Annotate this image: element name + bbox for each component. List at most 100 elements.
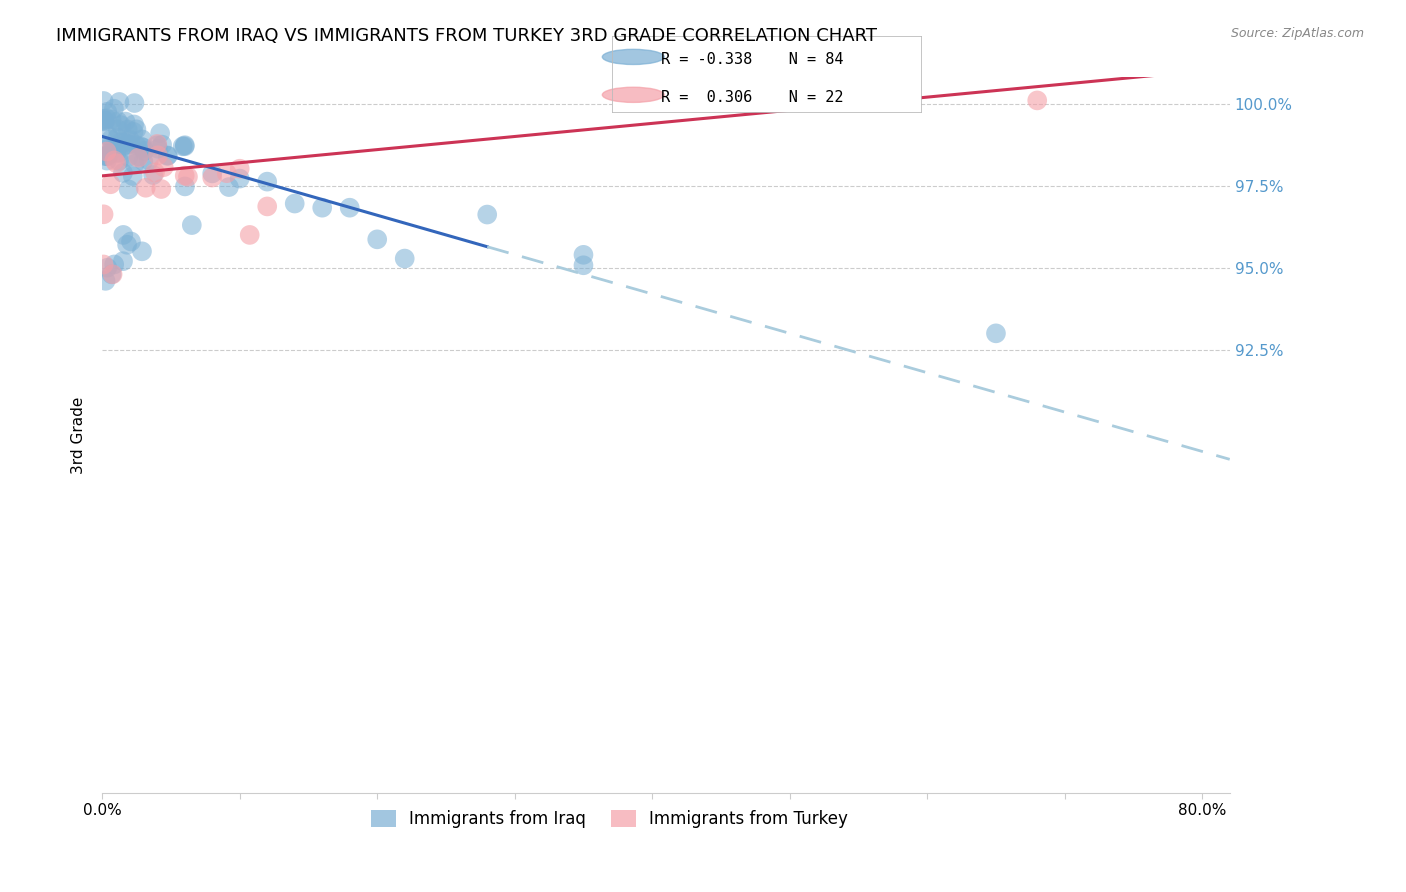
- Point: [132, 154, 155, 169]
- Circle shape: [602, 87, 664, 103]
- Point: [125, 122, 148, 136]
- Point: [96, 142, 118, 156]
- Circle shape: [602, 49, 664, 64]
- Point: [121, 169, 143, 183]
- Point: [228, 171, 250, 186]
- Point: [218, 180, 240, 194]
- Point: [1026, 94, 1049, 108]
- Point: [117, 122, 139, 136]
- Point: [96, 149, 118, 163]
- Point: [146, 136, 169, 151]
- Point: [93, 112, 115, 126]
- Point: [138, 153, 160, 168]
- Point: [156, 149, 179, 163]
- Point: [394, 252, 416, 266]
- Point: [984, 326, 1007, 341]
- Point: [127, 149, 149, 163]
- Point: [129, 139, 152, 153]
- Point: [228, 161, 250, 176]
- Point: [93, 257, 115, 271]
- Text: R =  0.306    N = 22: R = 0.306 N = 22: [661, 90, 844, 105]
- Point: [122, 125, 145, 139]
- Point: [100, 267, 122, 281]
- Point: [124, 157, 146, 171]
- Point: [97, 149, 120, 163]
- Point: [103, 257, 125, 271]
- Point: [108, 145, 131, 160]
- Point: [572, 248, 595, 262]
- Point: [105, 145, 128, 160]
- Point: [115, 237, 138, 252]
- Point: [239, 227, 262, 242]
- Point: [101, 142, 124, 156]
- Point: [111, 166, 134, 180]
- Point: [97, 128, 120, 143]
- Point: [124, 95, 146, 110]
- Point: [110, 136, 132, 150]
- Text: IMMIGRANTS FROM IRAQ VS IMMIGRANTS FROM TURKEY 3RD GRADE CORRELATION CHART: IMMIGRANTS FROM IRAQ VS IMMIGRANTS FROM …: [56, 27, 877, 45]
- Point: [100, 178, 122, 192]
- Point: [105, 156, 128, 170]
- Point: [173, 138, 195, 153]
- Point: [96, 104, 118, 119]
- Point: [117, 150, 139, 164]
- Point: [152, 160, 174, 174]
- Point: [132, 141, 155, 155]
- Point: [146, 142, 169, 156]
- Point: [114, 114, 136, 128]
- Point: [201, 170, 224, 185]
- Point: [172, 139, 194, 153]
- Point: [120, 235, 142, 249]
- Point: [146, 138, 169, 153]
- Point: [93, 113, 115, 128]
- Point: [107, 131, 129, 145]
- Text: R = -0.338    N = 84: R = -0.338 N = 84: [661, 53, 844, 68]
- Point: [103, 102, 125, 116]
- Point: [96, 112, 118, 126]
- Point: [146, 148, 169, 162]
- Point: [156, 148, 179, 162]
- Point: [94, 149, 117, 163]
- Point: [94, 274, 117, 288]
- Point: [96, 153, 118, 168]
- Point: [114, 138, 136, 153]
- Point: [572, 258, 595, 272]
- Point: [143, 165, 166, 179]
- Point: [256, 199, 278, 213]
- Point: [96, 260, 118, 275]
- Point: [135, 180, 157, 194]
- Point: [150, 137, 173, 152]
- Point: [173, 139, 195, 153]
- Text: Source: ZipAtlas.com: Source: ZipAtlas.com: [1230, 27, 1364, 40]
- Legend: Immigrants from Iraq, Immigrants from Turkey: Immigrants from Iraq, Immigrants from Tu…: [364, 803, 855, 834]
- Point: [131, 132, 153, 146]
- Point: [142, 168, 165, 182]
- Point: [108, 95, 131, 109]
- Point: [150, 182, 173, 196]
- Point: [107, 122, 129, 136]
- Point: [93, 94, 115, 108]
- Point: [131, 244, 153, 259]
- Point: [108, 153, 131, 168]
- Point: [256, 175, 278, 189]
- Point: [118, 182, 141, 196]
- Point: [477, 208, 499, 222]
- Point: [103, 153, 125, 168]
- Point: [100, 112, 122, 127]
- Point: [339, 201, 361, 215]
- Point: [201, 166, 224, 180]
- Point: [284, 196, 307, 211]
- Point: [101, 267, 124, 281]
- Point: [110, 118, 132, 132]
- Point: [120, 133, 142, 147]
- Point: [117, 137, 139, 152]
- Point: [125, 138, 148, 153]
- Point: [215, 166, 238, 180]
- Point: [173, 169, 195, 183]
- Point: [127, 151, 149, 165]
- Point: [366, 232, 388, 246]
- Point: [93, 114, 115, 128]
- Point: [149, 126, 172, 140]
- Point: [114, 136, 136, 150]
- Point: [107, 114, 129, 128]
